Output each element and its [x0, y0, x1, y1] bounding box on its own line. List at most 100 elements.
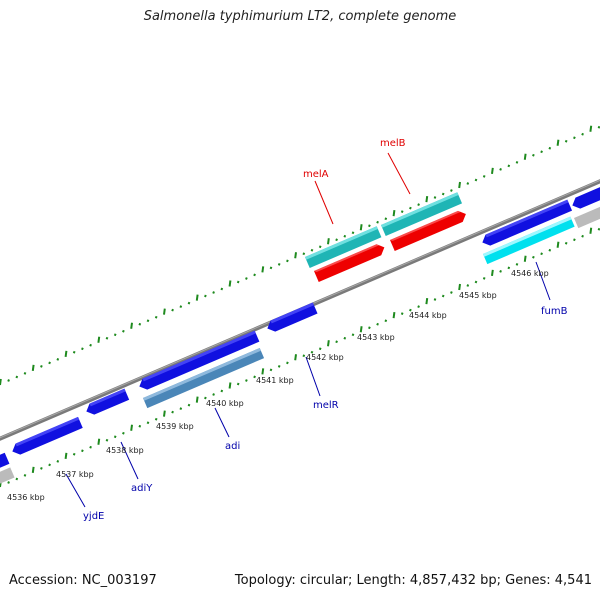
gene-label-melB[interactable]: melB: [380, 138, 406, 149]
scale-label-4541: 4541 kbp: [256, 376, 294, 385]
gc-outer-mark: [343, 234, 347, 238]
gene-adiY[interactable]: [84, 388, 130, 417]
gc-outer-mark: [417, 203, 420, 206]
gc-inner-mark: [40, 467, 43, 470]
gc-inner-mark: [499, 270, 502, 273]
gc-inner-mark: [294, 354, 297, 361]
gc-inner-mark: [253, 375, 256, 379]
gc-outer-mark: [163, 308, 166, 315]
gene-left-edge-gray[interactable]: [0, 467, 15, 487]
gc-inner-mark: [228, 382, 232, 389]
gc-inner-mark: [31, 466, 35, 474]
gc-outer-mark: [540, 150, 543, 154]
gc-inner-mark: [564, 241, 568, 245]
gc-outer-mark: [15, 375, 19, 379]
gc-inner-mark: [105, 438, 109, 442]
gene-upstream-fumB[interactable]: [570, 184, 600, 211]
gene-upstream-gray[interactable]: [574, 202, 600, 229]
gc-inner-mark: [327, 340, 330, 347]
gc-inner-mark: [450, 291, 453, 294]
scale-label-4546: 4546 kbp: [511, 269, 549, 278]
leader-adi: [214, 407, 230, 438]
gc-outer-mark: [261, 266, 265, 273]
gc-outer-mark: [179, 305, 183, 308]
gene-fumB[interactable]: [480, 199, 573, 248]
gene-label-melA[interactable]: melA: [303, 169, 329, 180]
gc-outer-mark: [548, 146, 552, 150]
gc-outer-mark: [507, 164, 511, 168]
gc-outer-mark: [523, 153, 527, 160]
gc-inner-mark: [573, 238, 576, 242]
gene-adi-feature[interactable]: [143, 347, 265, 409]
scale-label-4542: 4542 kbp: [306, 353, 344, 362]
gc-inner-mark: [359, 326, 363, 333]
gc-inner-mark: [376, 322, 379, 326]
gc-outer-mark: [40, 365, 43, 368]
gc-outer-mark: [154, 315, 158, 319]
gc-inner-mark: [81, 449, 84, 453]
gc-inner-mark: [335, 340, 338, 344]
gene-label-fumB[interactable]: fumB: [541, 306, 568, 317]
scale-label-4537: 4537 kbp: [56, 470, 94, 479]
gene-melA-forward[interactable]: [314, 242, 387, 283]
gc-inner-mark: [515, 263, 519, 266]
gc-outer-mark: [392, 209, 396, 217]
gc-outer-mark: [368, 224, 371, 228]
gc-inner-mark: [581, 234, 584, 238]
gc-outer-mark: [31, 364, 35, 372]
scale-label-4543: 4543 kbp: [357, 333, 395, 342]
gc-outer-mark: [384, 217, 388, 221]
gc-outer-mark: [359, 224, 363, 231]
gc-inner-mark: [540, 252, 543, 256]
gc-inner-mark: [204, 396, 207, 400]
gc-outer-mark: [581, 132, 584, 136]
gc-outer-mark: [441, 192, 445, 196]
gc-outer-mark: [56, 358, 60, 361]
gc-inner-mark: [277, 365, 281, 368]
gene-left-edge[interactable]: [0, 452, 10, 471]
gc-inner-mark: [64, 452, 68, 460]
gc-inner-mark: [523, 255, 527, 262]
gc-inner-mark: [597, 227, 600, 231]
leader-adiY: [120, 441, 139, 480]
gene-melA-feature[interactable]: [305, 226, 382, 269]
gc-inner-mark: [163, 410, 166, 417]
gc-inner-mark: [425, 297, 429, 305]
gc-outer-mark: [146, 319, 150, 323]
gene-label-melR[interactable]: melR: [313, 400, 339, 411]
gene-label-yjdE[interactable]: yjdE: [83, 511, 104, 522]
gene-label-adiY[interactable]: adiY: [131, 483, 153, 494]
gc-outer-mark: [236, 280, 240, 284]
gc-inner-mark: [23, 474, 27, 477]
gene-yjdE[interactable]: [10, 416, 83, 457]
gc-outer-mark: [89, 343, 92, 347]
gc-inner-mark: [532, 255, 535, 259]
gc-inner-mark: [343, 336, 347, 340]
leader-melB: [387, 152, 411, 195]
gc-outer-mark: [474, 178, 478, 182]
gene-melR[interactable]: [265, 302, 318, 335]
gc-outer-mark: [253, 273, 256, 277]
gc-content-track-outer: [0, 125, 600, 386]
gc-outer-mark: [171, 308, 174, 312]
gc-outer-mark: [228, 280, 232, 287]
gene-label-adi[interactable]: adi: [225, 441, 240, 452]
gene-adi[interactable]: [137, 330, 260, 392]
gene-melB-feature[interactable]: [381, 192, 463, 237]
gc-inner-mark: [113, 435, 117, 439]
gc-inner-mark: [409, 308, 412, 312]
gc-inner-mark: [187, 403, 191, 407]
gc-outer-mark: [294, 252, 297, 259]
gc-inner-mark: [97, 438, 101, 445]
gc-inner-mark: [310, 350, 314, 354]
gc-outer-mark: [138, 322, 142, 326]
gc-inner-mark: [261, 368, 265, 375]
gc-inner-mark: [89, 445, 92, 449]
gc-outer-mark: [195, 294, 199, 301]
gc-inner-mark: [441, 294, 445, 298]
gene-melB-forward[interactable]: [390, 208, 468, 252]
gene-fumB-feature[interactable]: [483, 216, 575, 265]
gc-outer-mark: [376, 220, 379, 224]
leader-melR: [305, 356, 321, 397]
